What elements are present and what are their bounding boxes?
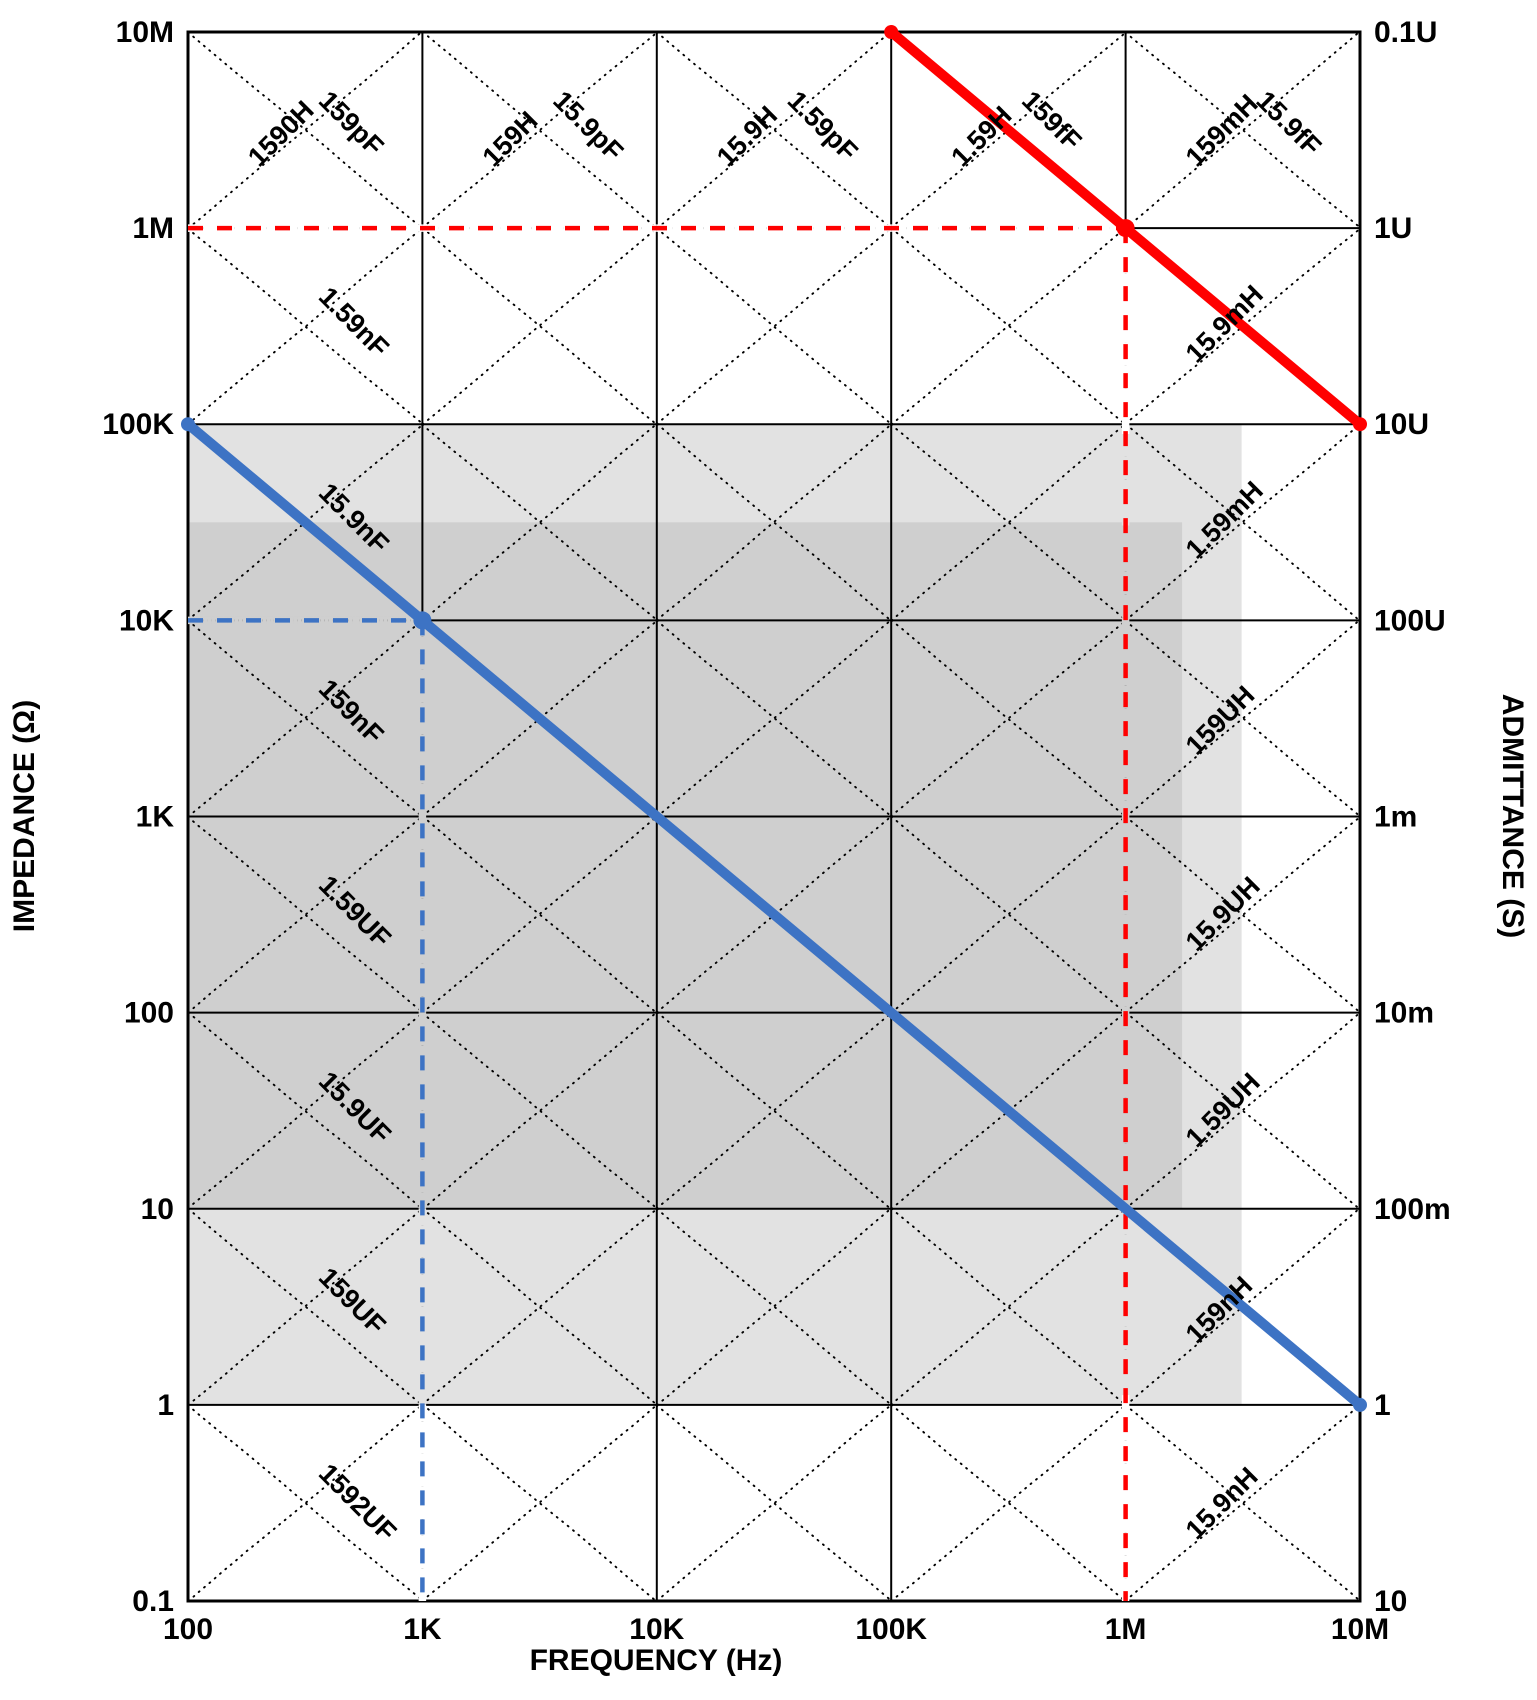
svg-text:1: 1 xyxy=(1374,1389,1391,1422)
svg-text:100U: 100U xyxy=(1374,604,1446,637)
svg-text:10: 10 xyxy=(141,1193,174,1226)
svg-text:10U: 10U xyxy=(1374,408,1429,441)
svg-text:10K: 10K xyxy=(119,604,174,637)
svg-text:1m: 1m xyxy=(1374,801,1417,834)
svg-text:10M: 10M xyxy=(116,16,174,49)
svg-text:10K: 10K xyxy=(629,1613,684,1646)
svg-text:10m: 10m xyxy=(1374,997,1434,1030)
svg-text:10: 10 xyxy=(1374,1585,1407,1618)
svg-text:0.1U: 0.1U xyxy=(1374,16,1437,49)
svg-text:100: 100 xyxy=(124,997,174,1030)
svg-text:1M: 1M xyxy=(1105,1613,1147,1646)
svg-text:1K: 1K xyxy=(136,801,175,834)
svg-text:1U: 1U xyxy=(1374,212,1412,245)
svg-text:100K: 100K xyxy=(855,1613,927,1646)
svg-text:1: 1 xyxy=(157,1389,174,1422)
svg-text:1K: 1K xyxy=(403,1613,442,1646)
svg-text:0.1: 0.1 xyxy=(132,1585,174,1618)
svg-text:IMPEDANCE (Ω): IMPEDANCE (Ω) xyxy=(8,700,41,932)
svg-text:1M: 1M xyxy=(132,212,174,245)
svg-text:FREQUENCY (Hz): FREQUENCY (Hz) xyxy=(530,1644,783,1677)
svg-text:ADMITTANCE (S): ADMITTANCE (S) xyxy=(1496,694,1529,938)
svg-text:100m: 100m xyxy=(1374,1193,1451,1226)
svg-text:100K: 100K xyxy=(102,408,174,441)
